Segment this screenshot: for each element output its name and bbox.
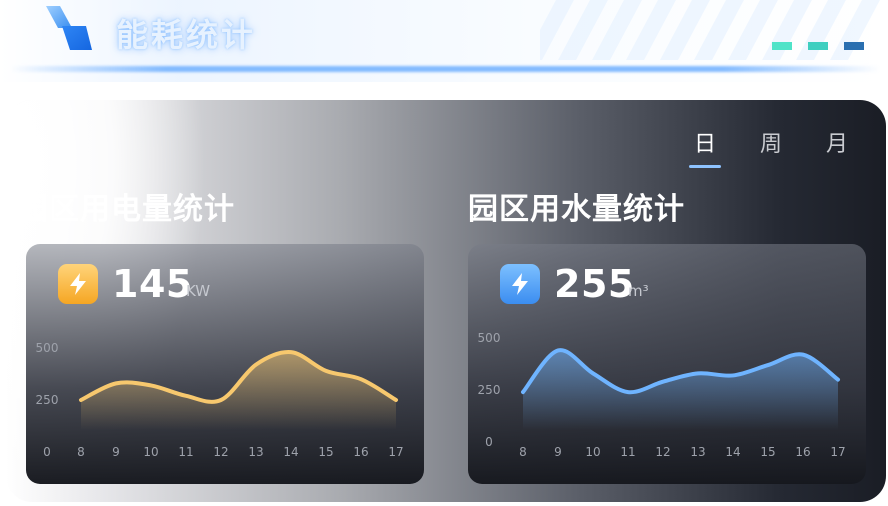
water-x-tick-label: 10 <box>585 445 600 459</box>
water-unit: m³ <box>628 282 649 300</box>
water-series-line <box>521 348 840 395</box>
electric-section-title: 园区用电量统计 <box>18 192 235 227</box>
water-x-tick-label: 12 <box>655 445 670 459</box>
tab-day[interactable]: 日 <box>689 126 721 168</box>
water-x-tick-label: 15 <box>760 445 775 459</box>
water-y-tick-label: 0 <box>485 435 493 449</box>
electric-unit: KW <box>186 282 211 300</box>
electric-area <box>81 352 396 430</box>
water-card: 255 m³ 0 250 500 8 9 10 11 12 13 14 15 16 17 <box>468 244 866 484</box>
electric-x-tick-label: 10 <box>143 445 158 459</box>
electric-x-tick-label: 9 <box>112 445 120 459</box>
water-x-tick-label: 9 <box>554 445 562 459</box>
water-chart: 0 250 500 8 9 10 11 12 13 14 15 16 17 <box>478 331 846 459</box>
electric-x-tick-label: 12 <box>213 445 228 459</box>
water-y-tick-label: 500 <box>478 331 501 345</box>
electric-x-tick-label: 13 <box>248 445 263 459</box>
electric-y-tick-label: 250 <box>36 393 59 407</box>
water-area <box>523 350 838 430</box>
electric-x-tick-label: 16 <box>353 445 368 459</box>
electric-y-tick-label: 500 <box>36 341 59 355</box>
header-divider <box>10 66 880 72</box>
water-x-tick-label: 17 <box>830 445 845 459</box>
water-x-tick-label: 8 <box>519 445 527 459</box>
header-dashes <box>772 42 864 50</box>
water-x-tick-label: 13 <box>690 445 705 459</box>
page-header: 能耗统计 <box>0 0 888 82</box>
electric-x-tick-label: 14 <box>283 445 298 459</box>
electric-x-tick-label: 8 <box>77 445 85 459</box>
water-x-tick-label: 11 <box>620 445 635 459</box>
header-decoration <box>540 0 888 60</box>
page-title: 能耗统计 <box>116 16 257 54</box>
electric-series-line <box>79 350 398 404</box>
water-y-tick-label: 250 <box>478 383 501 397</box>
tab-month[interactable]: 月 <box>826 132 849 157</box>
electric-x-tick-label: 17 <box>388 445 403 459</box>
logo-icon <box>46 6 92 50</box>
electric-chart: 0 250 500 8 9 10 11 12 13 14 15 16 17 <box>36 341 404 459</box>
electric-value: 145 <box>112 262 193 306</box>
lightning-icon <box>500 264 540 304</box>
electric-y-tick-label: 0 <box>43 445 51 459</box>
water-x-tick-label: 16 <box>795 445 810 459</box>
water-x-tick-label: 14 <box>725 445 740 459</box>
electric-card: 145 KW 0 250 500 8 9 10 11 12 13 14 15 16 17 <box>26 244 424 484</box>
electric-x-tick-label: 11 <box>178 445 193 459</box>
electric-x-tick-label: 15 <box>318 445 333 459</box>
tab-week[interactable]: 周 <box>760 132 783 157</box>
water-section-title: 园区用水量统计 <box>468 192 685 227</box>
lightning-icon <box>58 264 98 304</box>
period-tabs: 日 周 月 <box>689 126 849 168</box>
water-value: 255 <box>554 262 635 306</box>
